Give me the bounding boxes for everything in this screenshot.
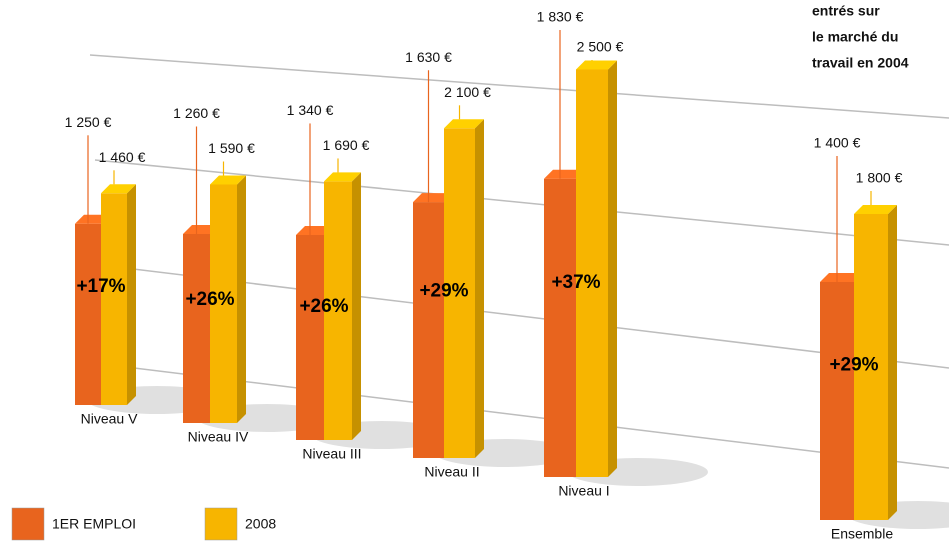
grid-line: [89, 54, 949, 119]
annotation: +29%: [829, 354, 878, 375]
value-label: 1 630 €: [405, 49, 452, 65]
bar: [75, 223, 101, 405]
x-tick-label: Niveau IV: [188, 429, 249, 445]
annotation: +17%: [76, 276, 125, 297]
bar: [296, 234, 324, 440]
subtitle-line: travail en 2004: [812, 55, 909, 71]
bar-side: [475, 119, 484, 459]
bar-top: [210, 175, 246, 185]
x-tick-label: Niveau V: [81, 411, 138, 427]
value-label: 2 500 €: [577, 39, 624, 55]
bar-top: [576, 60, 617, 70]
legend-swatch: [204, 507, 238, 541]
annotation: +29%: [419, 281, 468, 302]
bar-side: [608, 60, 617, 477]
bar-top: [324, 172, 361, 182]
annotation: +26%: [185, 289, 234, 310]
annotation: +26%: [299, 296, 348, 317]
value-label: 1 590 €: [208, 140, 255, 156]
bar-top: [413, 193, 453, 203]
grid-line: [109, 364, 949, 469]
x-tick-label: Niveau III: [302, 446, 361, 462]
bar: [854, 214, 888, 520]
bar: [101, 193, 127, 405]
bar-side: [352, 172, 361, 440]
value-label: 1 340 €: [287, 102, 334, 118]
x-tick-label: Niveau I: [558, 483, 609, 499]
bar-side: [888, 205, 897, 520]
value-label: 1 460 €: [99, 149, 146, 165]
bar: [183, 234, 210, 423]
bar: [820, 282, 854, 520]
annotation: +37%: [551, 272, 600, 293]
subtitle: entrés sur le marché du travail en 2004: [812, 3, 909, 71]
bar: [324, 181, 352, 440]
grid-line: [94, 159, 949, 246]
bar-top: [820, 273, 863, 282]
bar-top: [854, 205, 897, 214]
bar-top: [296, 225, 333, 235]
bar: [413, 202, 444, 458]
bar: [210, 184, 237, 423]
bar: [444, 128, 475, 459]
bar-side: [237, 175, 246, 423]
bars: 1 250 € 1 460 € +17% Niveau V 1 260 € 1 590 €…: [65, 9, 949, 542]
value-label: 1 800 €: [856, 170, 903, 186]
bar: [544, 178, 576, 477]
bar-top: [101, 184, 136, 194]
x-tick-label: Ensemble: [831, 526, 893, 542]
legend-label: 2008: [245, 516, 276, 532]
value-label: 2 100 €: [444, 84, 491, 100]
value-label: 1 830 €: [537, 9, 584, 25]
x-tick-label: Niveau II: [424, 464, 479, 480]
value-label: 1 690 €: [323, 137, 370, 153]
value-label: 1 250 €: [65, 114, 112, 130]
legend: 1ER EMPLOI 2008: [11, 507, 276, 541]
value-label: 1 400 €: [814, 135, 861, 151]
subtitle-line: entrés sur: [812, 3, 880, 19]
legend-label: 1ER EMPLOI: [52, 516, 136, 532]
bar-top: [544, 169, 585, 179]
legend-swatch: [11, 507, 45, 541]
bar-top: [444, 119, 484, 129]
bar: [576, 69, 608, 477]
subtitle-line: le marché du: [812, 29, 898, 45]
bar-side: [127, 184, 136, 405]
value-label: 1 260 €: [173, 105, 220, 121]
